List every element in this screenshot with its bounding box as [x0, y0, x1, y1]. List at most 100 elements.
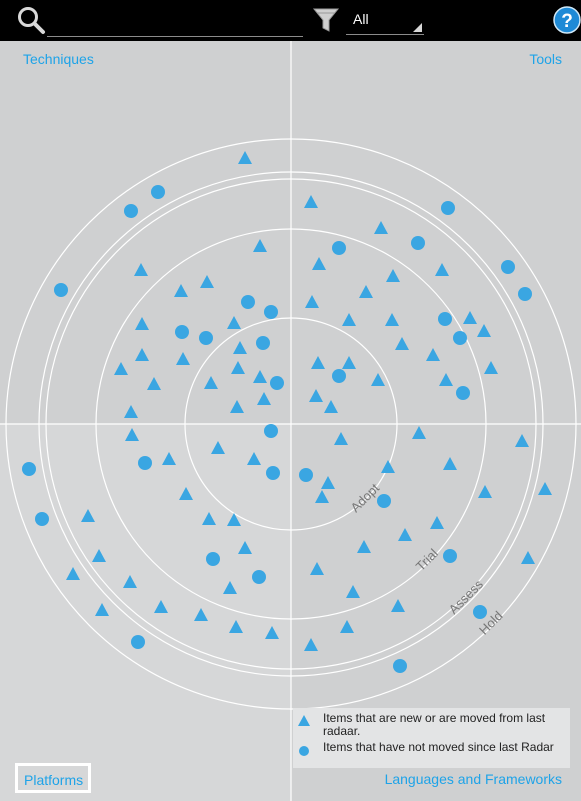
blip-triangle[interactable] [253, 370, 267, 383]
blip-triangle[interactable] [147, 377, 161, 390]
blip-circle[interactable] [332, 369, 346, 383]
blip-circle[interactable] [473, 605, 487, 619]
blip-circle[interactable] [393, 659, 407, 673]
blip-triangle[interactable] [342, 313, 356, 326]
blip-triangle[interactable] [477, 324, 491, 337]
blip-triangle[interactable] [202, 512, 216, 525]
quadrant-label-platforms[interactable]: Platforms [15, 763, 91, 793]
blip-circle[interactable] [35, 512, 49, 526]
blip-circle[interactable] [411, 236, 425, 250]
blip-triangle[interactable] [233, 341, 247, 354]
blip-triangle[interactable] [227, 513, 241, 526]
blip-triangle[interactable] [385, 313, 399, 326]
blip-triangle[interactable] [391, 599, 405, 612]
blip-circle[interactable] [199, 331, 213, 345]
blip-triangle[interactable] [386, 269, 400, 282]
blip-triangle[interactable] [162, 452, 176, 465]
search-input[interactable] [47, 5, 303, 37]
blip-triangle[interactable] [304, 195, 318, 208]
blip-triangle[interactable] [371, 373, 385, 386]
blip-triangle[interactable] [223, 581, 237, 594]
funnel-icon[interactable] [312, 6, 340, 34]
blip-triangle[interactable] [315, 490, 329, 503]
blip-circle[interactable] [270, 376, 284, 390]
blip-triangle[interactable] [135, 317, 149, 330]
blip-circle[interactable] [264, 424, 278, 438]
blip-triangle[interactable] [92, 549, 106, 562]
blip-triangle[interactable] [66, 567, 80, 580]
blip-triangle[interactable] [123, 575, 137, 588]
blip-triangle[interactable] [426, 348, 440, 361]
filter-dropdown[interactable]: All [346, 6, 424, 35]
search-icon[interactable] [16, 5, 46, 35]
blip-triangle[interactable] [484, 361, 498, 374]
blip-triangle[interactable] [521, 551, 535, 564]
blip-triangle[interactable] [81, 509, 95, 522]
blip-circle[interactable] [518, 287, 532, 301]
blip-circle[interactable] [131, 635, 145, 649]
blip-triangle[interactable] [309, 389, 323, 402]
blip-circle[interactable] [54, 283, 68, 297]
blip-circle[interactable] [501, 260, 515, 274]
blip-circle[interactable] [175, 325, 189, 339]
blip-triangle[interactable] [430, 516, 444, 529]
blip-triangle[interactable] [135, 348, 149, 361]
quadrant-label-techniques[interactable]: Techniques [23, 51, 94, 67]
blip-circle[interactable] [22, 462, 36, 476]
blip-triangle[interactable] [538, 482, 552, 495]
blip-triangle[interactable] [227, 316, 241, 329]
blip-triangle[interactable] [395, 337, 409, 350]
quadrant-label-tools[interactable]: Tools [529, 51, 562, 67]
blip-triangle[interactable] [265, 626, 279, 639]
blip-triangle[interactable] [381, 460, 395, 473]
blip-triangle[interactable] [334, 432, 348, 445]
blip-triangle[interactable] [342, 356, 356, 369]
blip-triangle[interactable] [211, 441, 225, 454]
blip-circle[interactable] [266, 466, 280, 480]
blip-triangle[interactable] [359, 285, 373, 298]
blip-triangle[interactable] [179, 487, 193, 500]
blip-circle[interactable] [264, 305, 278, 319]
blip-triangle[interactable] [247, 452, 261, 465]
blip-triangle[interactable] [95, 603, 109, 616]
blip-triangle[interactable] [230, 400, 244, 413]
blip-triangle[interactable] [176, 352, 190, 365]
blip-circle[interactable] [377, 494, 391, 508]
blip-circle[interactable] [252, 570, 266, 584]
blip-triangle[interactable] [238, 541, 252, 554]
blip-triangle[interactable] [463, 311, 477, 324]
blip-circle[interactable] [256, 336, 270, 350]
blip-triangle[interactable] [154, 600, 168, 613]
blip-triangle[interactable] [311, 356, 325, 369]
blip-circle[interactable] [443, 549, 457, 563]
blip-triangle[interactable] [346, 585, 360, 598]
blip-triangle[interactable] [253, 239, 267, 252]
blip-triangle[interactable] [257, 392, 271, 405]
blip-triangle[interactable] [114, 362, 128, 375]
blip-triangle[interactable] [200, 275, 214, 288]
blip-circle[interactable] [332, 241, 346, 255]
blip-triangle[interactable] [478, 485, 492, 498]
blip-triangle[interactable] [238, 151, 252, 164]
blip-triangle[interactable] [439, 373, 453, 386]
quadrant-label-languages-and-frameworks[interactable]: Languages and Frameworks [384, 771, 562, 787]
blip-circle[interactable] [124, 204, 138, 218]
blip-triangle[interactable] [312, 257, 326, 270]
blip-circle[interactable] [438, 312, 452, 326]
blip-triangle[interactable] [304, 638, 318, 651]
blip-triangle[interactable] [374, 221, 388, 234]
blip-circle[interactable] [441, 201, 455, 215]
blip-triangle[interactable] [398, 528, 412, 541]
help-icon[interactable]: ? [553, 5, 581, 35]
blip-triangle[interactable] [340, 620, 354, 633]
blip-triangle[interactable] [174, 284, 188, 297]
blip-circle[interactable] [138, 456, 152, 470]
blip-triangle[interactable] [204, 376, 218, 389]
blip-circle[interactable] [299, 468, 313, 482]
blip-triangle[interactable] [124, 405, 138, 418]
blip-triangle[interactable] [310, 562, 324, 575]
blip-circle[interactable] [241, 295, 255, 309]
blip-triangle[interactable] [515, 434, 529, 447]
blip-triangle[interactable] [357, 540, 371, 553]
blip-triangle[interactable] [231, 361, 245, 374]
